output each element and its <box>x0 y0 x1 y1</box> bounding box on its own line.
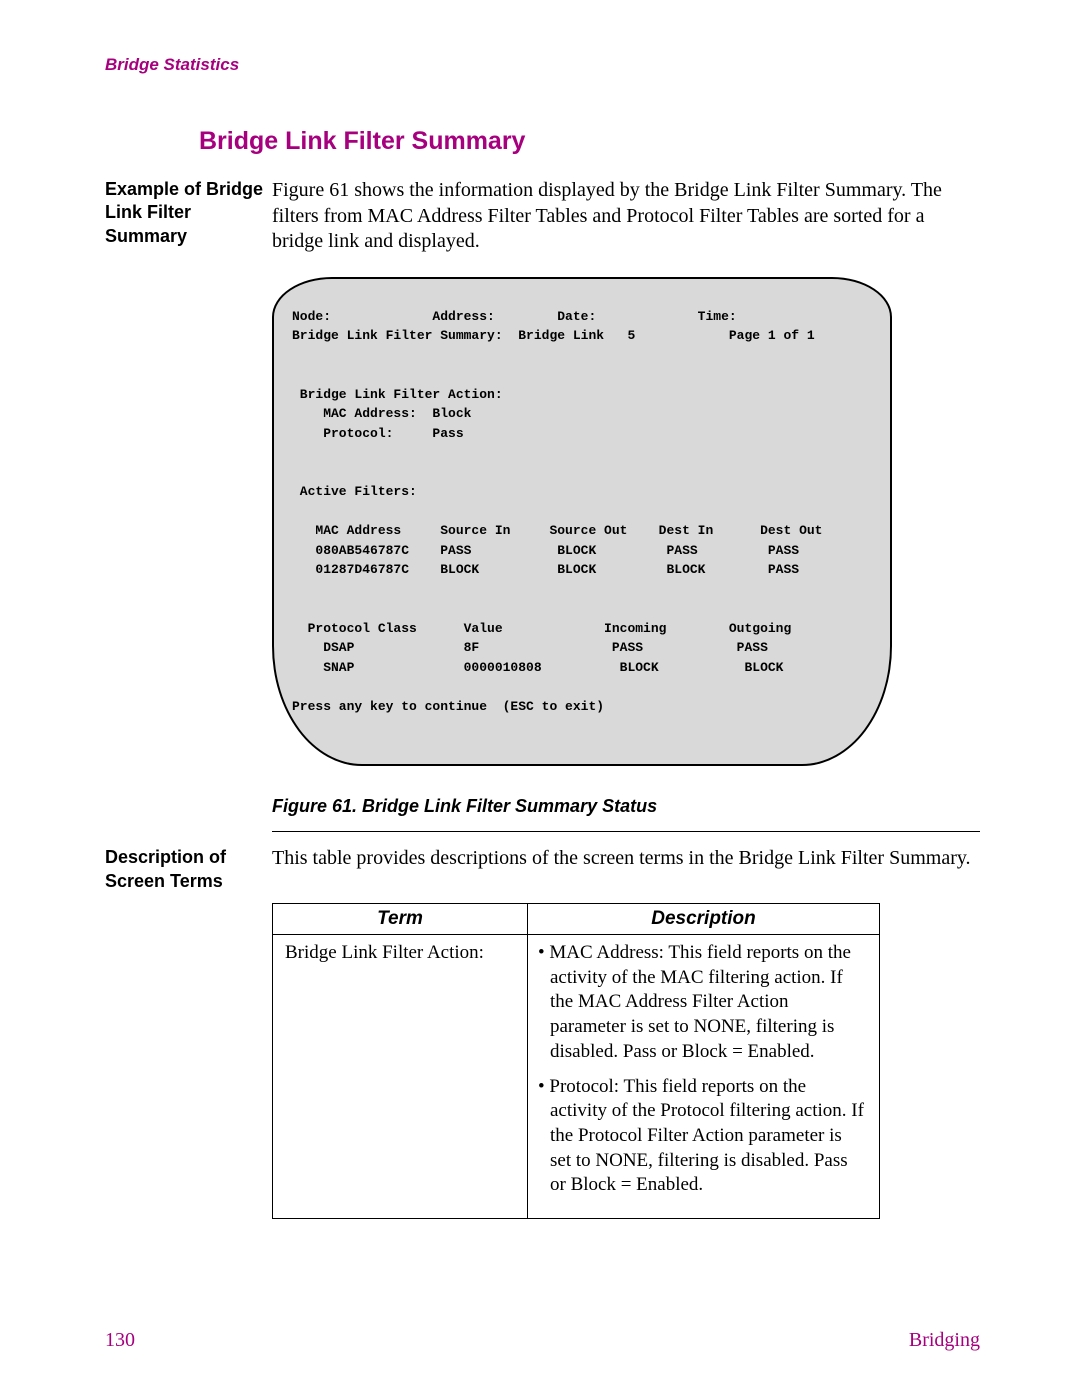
page: Bridge Statistics Bridge Link Filter Sum… <box>0 0 1080 1397</box>
bullet-protocol: • Protocol: This field reports on the ac… <box>534 1075 867 1198</box>
table-row: Bridge Link Filter Action: • MAC Address… <box>273 935 880 1219</box>
th-term: Term <box>273 904 528 935</box>
section-title: Bridge Link Filter Summary <box>199 127 980 156</box>
divider <box>272 831 980 832</box>
table-header-row: Term Description <box>273 904 880 935</box>
chapter-name: Bridging <box>909 1329 980 1352</box>
page-number: 130 <box>105 1329 135 1352</box>
footer: 130 Bridging <box>105 1329 980 1352</box>
running-head: Bridge Statistics <box>105 55 980 75</box>
td-term: Bridge Link Filter Action: <box>273 935 528 1219</box>
description-text: This table provides descriptions of the … <box>272 846 980 872</box>
example-block: Example of Bridge Link Filter Summary Fi… <box>105 178 980 255</box>
td-desc: • MAC Address: This field reports on the… <box>528 935 880 1219</box>
example-label: Example of Bridge Link Filter Summary <box>105 178 272 248</box>
terms-table: Term Description Bridge Link Filter Acti… <box>272 903 880 1219</box>
figure-caption: Figure 61. Bridge Link Filter Summary St… <box>272 796 980 817</box>
terminal-wrap: Node: Address: Date: Time: Bridge Link F… <box>272 277 980 767</box>
terminal-content: Node: Address: Date: Time: Bridge Link F… <box>292 307 866 717</box>
th-desc: Description <box>528 904 880 935</box>
description-label: Description of Screen Terms <box>105 846 272 893</box>
bullet-mac: • MAC Address: This field reports on the… <box>534 941 867 1064</box>
description-block: Description of Screen Terms This table p… <box>105 846 980 893</box>
example-text: Figure 61 shows the information displaye… <box>272 178 980 255</box>
terminal-screen: Node: Address: Date: Time: Bridge Link F… <box>272 277 892 767</box>
